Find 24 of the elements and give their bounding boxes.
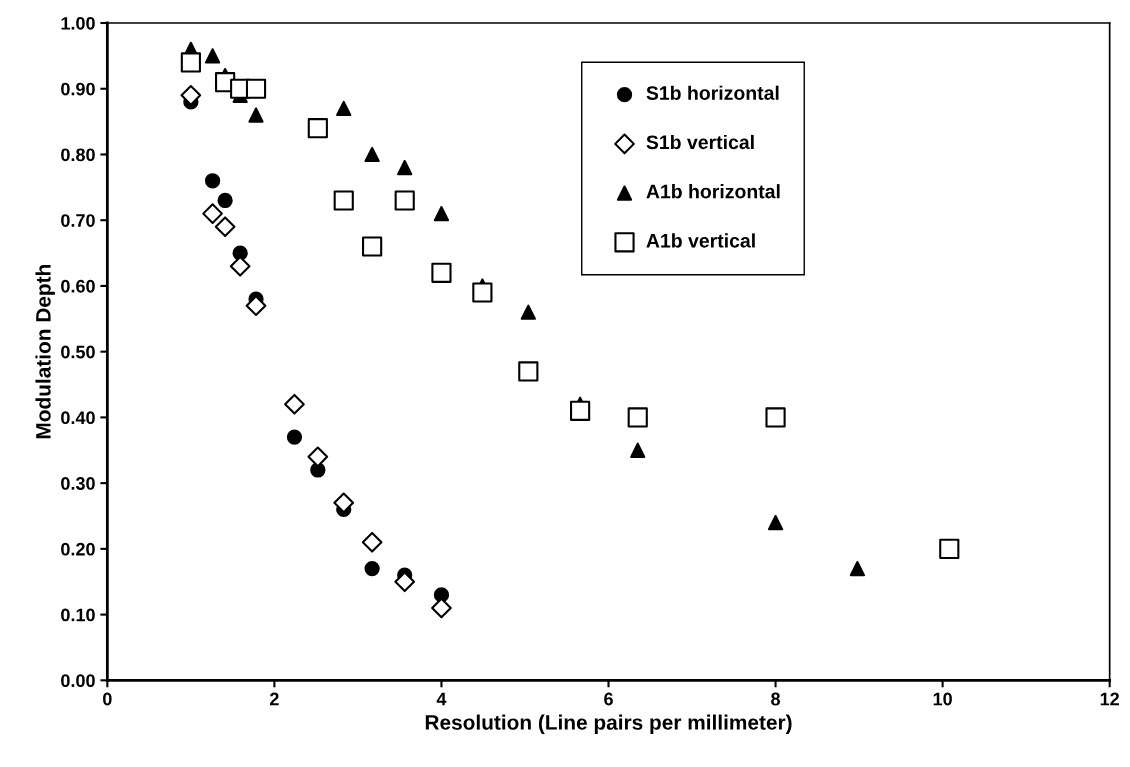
x-tick-label: 4 [436, 692, 447, 706]
x-axis-title: Resolution (Line pairs per millimeter) [425, 714, 792, 734]
y-tick-label: 1.00 [61, 16, 95, 30]
x-tick-label: 12 [1100, 692, 1119, 706]
y-tick-label: 0.80 [61, 148, 95, 162]
y-tick-label: 0.20 [61, 542, 95, 556]
legend-label: S1b horizontal [646, 85, 779, 100]
y-tick-label: 0.90 [61, 82, 95, 96]
legend-label: S1b vertical [646, 134, 754, 150]
y-tick-label: 0.50 [61, 345, 95, 359]
y-tick-label: 0.00 [61, 674, 95, 688]
x-tick-label: 6 [604, 692, 613, 706]
y-tick-label: 0.40 [61, 411, 95, 425]
y-tick-label: 0.60 [61, 279, 95, 293]
y-axis-title: Modulation Depth [35, 265, 55, 439]
legend-label: A1b vertical [646, 233, 755, 248]
y-tick-label: 0.70 [61, 214, 95, 227]
y-tick-label: 0.10 [61, 608, 95, 622]
x-tick-label: 2 [270, 692, 279, 706]
x-tick-label: 10 [933, 692, 952, 706]
x-tick-label: 0 [103, 692, 112, 706]
legend-label: A1b horizontal [646, 184, 780, 199]
x-tick-label: 8 [771, 692, 781, 706]
y-tick-label: 0.30 [61, 477, 95, 490]
